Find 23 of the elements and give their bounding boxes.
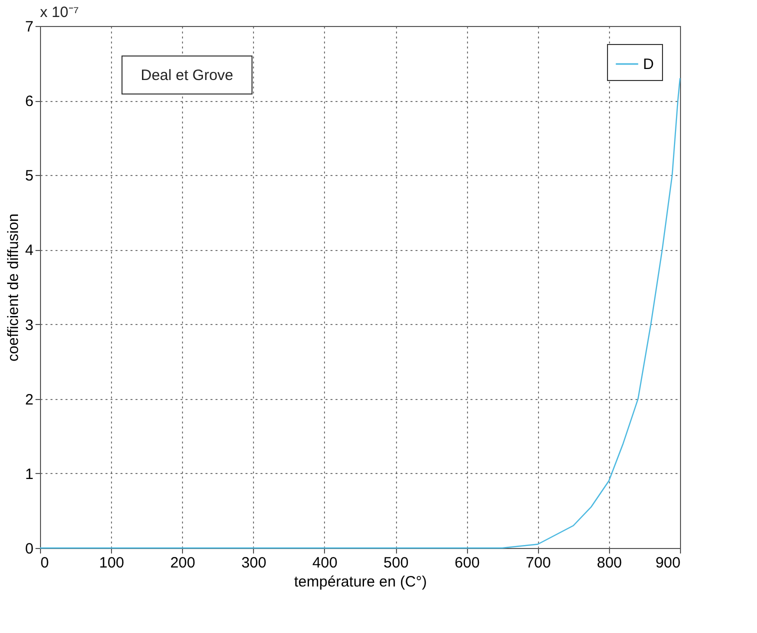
x-tick-label: 0 [40,554,49,572]
x-tick-label: 900 [655,554,680,572]
x-tick-label: 400 [312,554,338,572]
x-tick-label: 100 [99,554,124,572]
y-tick-label: 5 [25,168,34,185]
y-tick-label: 1 [25,466,34,483]
y-tick-label: 3 [25,316,34,334]
y-tick-label: 6 [25,93,34,110]
x-tick-label: 700 [526,554,551,572]
x-tick-label: 600 [454,554,480,572]
x-tick-label: 800 [596,554,622,572]
text: x 10⁻⁷ [40,4,79,21]
x-tick-label: 300 [241,554,266,572]
x-axis-title: température en (C°) [294,574,427,590]
y-tick-label: 7 [25,18,34,36]
legend-label: D [643,56,654,73]
x-tick-label: 500 [384,554,409,572]
y-tick-label: 4 [25,242,34,260]
y-tick-label: 2 [25,391,34,408]
y-tick-label: 0 [25,540,34,558]
x-tick-label: 200 [170,554,196,572]
y-axis-title: coefficient de diffusion [5,214,22,362]
annotation: Deal et Grove [140,67,234,84]
